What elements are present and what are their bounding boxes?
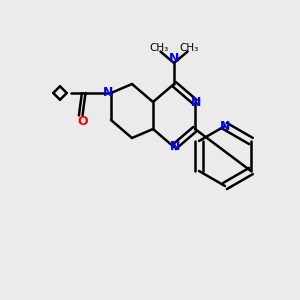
Text: N: N <box>170 140 181 154</box>
Text: N: N <box>220 119 230 133</box>
Text: CH₃: CH₃ <box>179 43 199 53</box>
Text: N: N <box>103 86 113 100</box>
Text: CH₃: CH₃ <box>149 43 169 53</box>
Text: N: N <box>169 52 179 65</box>
Text: O: O <box>77 115 88 128</box>
Text: N: N <box>191 95 202 109</box>
